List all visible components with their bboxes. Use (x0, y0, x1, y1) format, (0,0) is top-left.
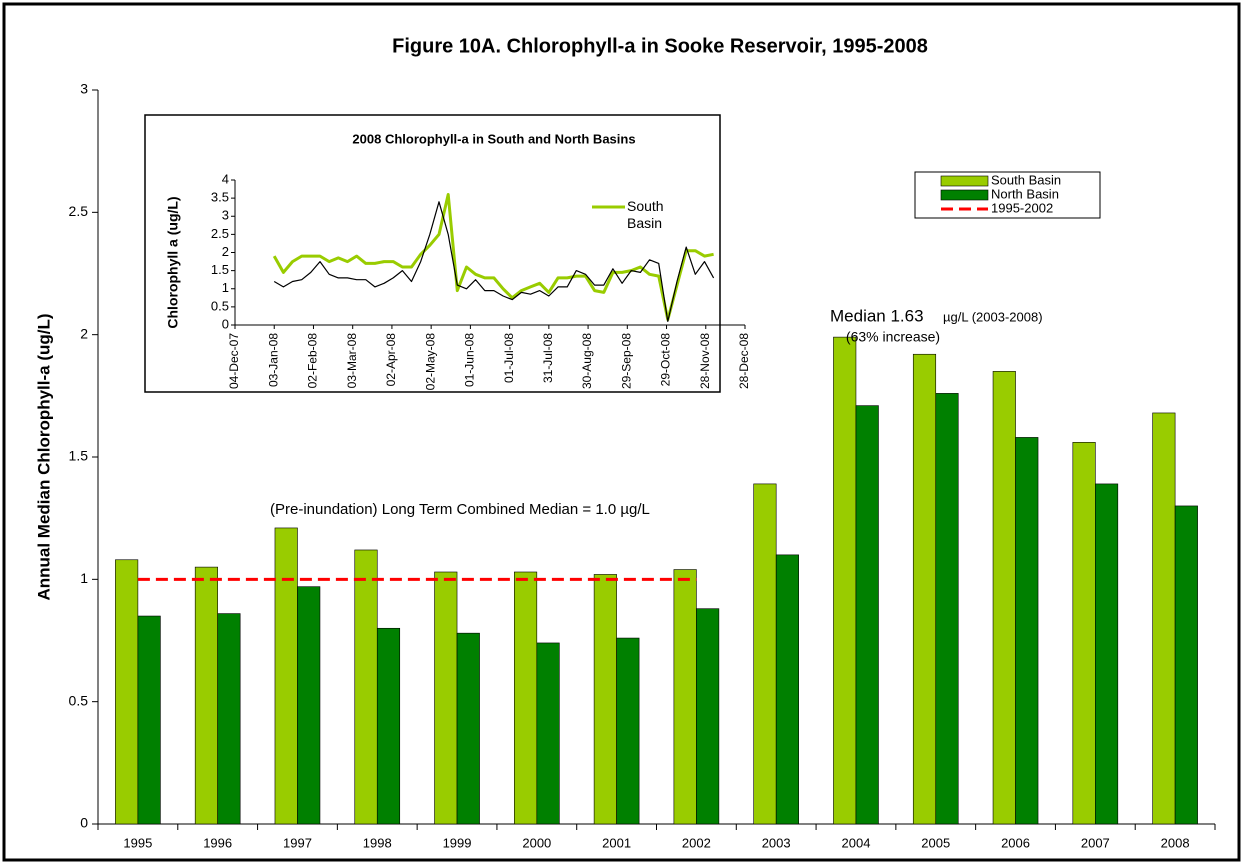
bar (593, 574, 617, 825)
bar (1015, 437, 1039, 825)
bar (354, 549, 378, 825)
inset-x-tick-label: 01-Jun-08 (463, 333, 477, 387)
inset-y-tick-label: 2 (222, 244, 229, 259)
inset-x-tick-label: 29-Oct-08 (659, 333, 673, 387)
legend-label: South Basin (991, 172, 1061, 187)
inset-x-tick-label: 31-Jul-08 (541, 333, 555, 383)
bar (992, 371, 1016, 825)
inset-y-tick-label: 0 (222, 316, 229, 331)
annotation: µg/L (2003-2008) (943, 309, 1043, 324)
bar (1152, 412, 1176, 825)
y-tick-label: 0 (80, 815, 88, 831)
inset-y-label: Chlorophyll a (ug/L) (165, 196, 181, 328)
bar (297, 586, 321, 825)
bar (514, 571, 538, 825)
bar (536, 642, 560, 825)
inset-line (273, 201, 715, 322)
y-tick-label: 1 (80, 570, 88, 586)
inset-y-tick-label: 0.5 (211, 298, 229, 313)
annotation: (Pre-inundation) Long Term Combined Medi… (270, 501, 650, 518)
inset-x-tick-label: 02-May-08 (423, 333, 437, 391)
x-tick-label: 2003 (762, 835, 791, 850)
bar (833, 336, 857, 825)
bar (1072, 442, 1096, 825)
chart-title: Figure 10A. Chlorophyll-a in Sooke Reser… (392, 35, 928, 57)
x-tick-label: 2008 (1161, 835, 1190, 850)
bar (696, 608, 720, 825)
inset-y-tick-label: 1.5 (211, 262, 229, 277)
inset-title: 2008 Chlorophyll-a in South and North Ba… (352, 131, 635, 146)
bar (115, 559, 139, 825)
y-axis-label: Annual Median Chlorophyll-a (ug/L) (34, 313, 53, 600)
x-tick-label: 1998 (363, 835, 392, 850)
annotation: (63% increase) (846, 329, 940, 345)
inset-x-tick-label: 29-Sep-08 (619, 333, 633, 389)
bar (1095, 483, 1119, 825)
bar (376, 627, 401, 825)
inset-x-tick-label: 28-Dec-08 (737, 333, 751, 389)
bar (137, 615, 161, 825)
x-tick-label: 1999 (443, 835, 472, 850)
x-tick-label: 1996 (203, 835, 232, 850)
bar (1174, 505, 1198, 825)
inset-legend: South Basin (627, 198, 664, 231)
y-tick-label: 2.5 (69, 203, 89, 219)
inset-x-tick-label: 04-Dec-07 (227, 333, 241, 389)
x-tick-label: 1995 (123, 835, 152, 850)
bar (753, 483, 777, 825)
inset-x-tick-label: 03-Jan-08 (266, 333, 280, 387)
bar (616, 637, 640, 825)
inset-y-tick-label: 4 (222, 171, 229, 186)
bar (434, 571, 458, 825)
x-tick-label: 2002 (682, 835, 711, 850)
bar (775, 554, 799, 825)
bar (194, 566, 218, 825)
inset-x-tick-label: 03-Mar-08 (345, 333, 359, 389)
y-tick-label: 2 (80, 325, 88, 341)
x-tick-label: 2006 (1001, 835, 1030, 850)
x-tick-label: 2005 (921, 835, 950, 850)
inset-y-tick-label: 3.5 (211, 190, 229, 205)
legend-swatch (940, 189, 989, 201)
inset-y-tick-label: 3 (222, 208, 229, 223)
inset-legend-label: South Basin (627, 198, 664, 231)
x-tick-label: 2007 (1081, 835, 1110, 850)
bar (217, 613, 241, 825)
bar (456, 632, 480, 825)
inset-line (272, 193, 714, 322)
legend-label: North Basin (991, 186, 1059, 201)
inset-x-tick-label: 01-Jul-08 (502, 333, 516, 383)
x-tick-label: 2000 (522, 835, 551, 850)
x-tick-label: 2004 (842, 835, 871, 850)
inset-y-tick-label: 2.5 (211, 226, 229, 241)
inset-x-tick-label: 02-Apr-08 (384, 333, 398, 387)
bar (673, 569, 697, 825)
y-tick-label: 0.5 (69, 692, 89, 708)
bar (855, 405, 879, 825)
y-tick-label: 3 (80, 81, 88, 97)
inset-x-tick-label: 30-Aug-08 (580, 333, 594, 389)
bar (274, 527, 298, 825)
x-tick-label: 2001 (602, 835, 631, 850)
inset-x-tick-label: 02-Feb-08 (306, 333, 320, 389)
annotation: Median 1.63 (830, 306, 924, 325)
legend-swatch (940, 175, 989, 187)
inset-box (144, 114, 721, 393)
bar (912, 353, 937, 825)
x-tick-label: 1997 (283, 835, 312, 850)
legend-label: 1995-2002 (991, 200, 1053, 215)
bar (935, 393, 959, 825)
inset-x-tick-label: 28-Nov-08 (698, 333, 712, 389)
inset-y-tick-label: 1 (222, 280, 229, 295)
y-tick-label: 1.5 (69, 448, 89, 464)
